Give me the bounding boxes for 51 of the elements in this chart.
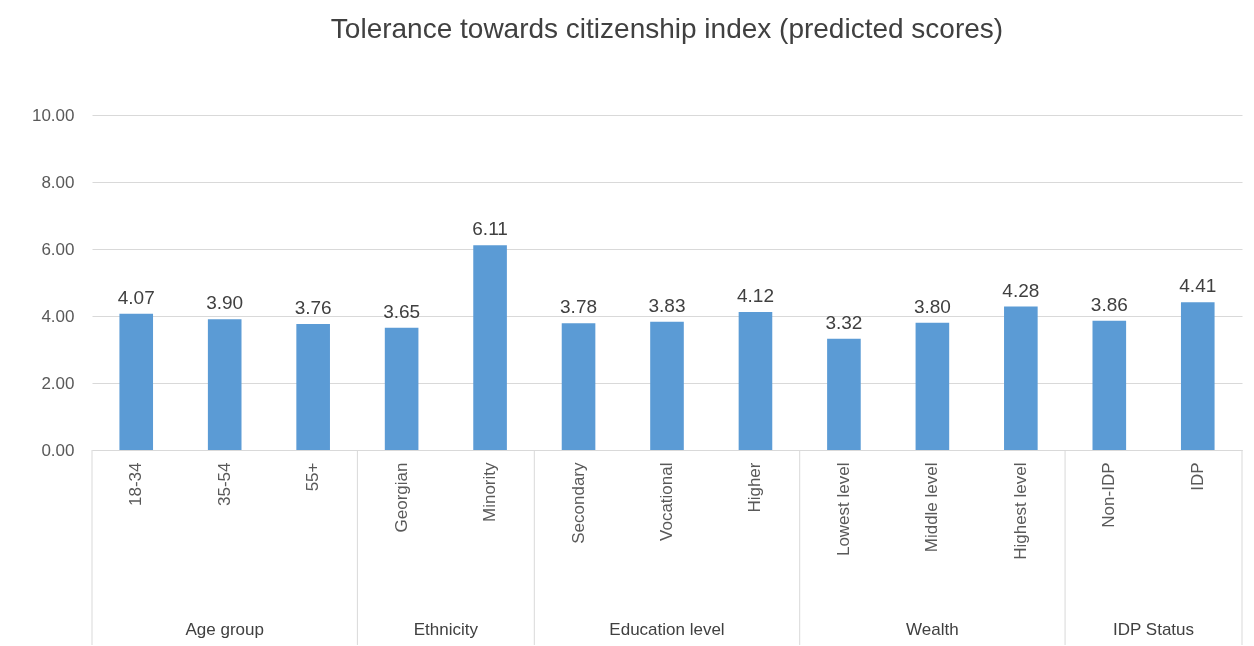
bar [561,323,596,450]
y-tick-label: 4.00 [41,306,75,326]
data-label: 3.80 [913,295,951,317]
bar [738,311,773,450]
bar [650,321,684,450]
x-tick-label: Minority [480,462,500,523]
bar [473,245,507,450]
data-label: 3.78 [560,296,598,318]
y-tick-label: 2.00 [41,373,75,393]
bar [296,324,330,450]
data-label: 3.76 [294,297,332,319]
data-label: 3.86 [1090,293,1128,315]
data-label: 3.32 [825,311,863,333]
y-tick-label: 0.00 [41,440,75,460]
data-label: 4.12 [736,284,774,306]
x-tick-label: 35-54 [214,462,234,506]
y-tick-label: 10.00 [31,105,75,125]
chart-title: Tolerance towards citizenship index (predicted scores) [330,13,1004,44]
bar [384,327,419,450]
text: Ethnicity [413,620,479,639]
y-tick-label: 8.00 [41,172,75,192]
text: Age group [185,620,264,639]
text: IDP Status [1113,620,1195,639]
x-tick-label: Highest level [1010,462,1030,560]
text: Wealth [906,620,959,639]
data-label: 3.90 [206,292,244,314]
x-tick-label: Non-IDP [1099,462,1119,528]
bar [827,338,861,450]
bar [1092,320,1127,450]
bar [207,319,242,450]
y-tick-label: 6.00 [41,239,75,259]
bar [1004,306,1038,450]
data-label: 4.41 [1179,275,1217,297]
x-tick-label: Georgian [391,462,411,533]
bar [915,322,950,450]
x-tick-label: Middle level [922,462,942,553]
x-tick-label: Lowest level [833,462,853,557]
data-label: 4.28 [1002,279,1040,301]
data-label: 6.11 [472,218,508,240]
bar [1180,302,1215,450]
x-tick-label: Higher [745,462,765,513]
x-tick-label: Secondary [568,462,588,544]
x-tick-label: 55+ [303,462,323,492]
x-tick-label: 18-34 [126,462,146,506]
data-label: 3.83 [648,294,686,316]
x-tick-label: IDP [1187,462,1207,491]
bar [119,313,154,450]
text: Education level [609,620,725,639]
data-label: 4.07 [117,286,155,308]
x-tick-label: Vocational [657,462,676,541]
data-label: 3.65 [383,300,421,322]
